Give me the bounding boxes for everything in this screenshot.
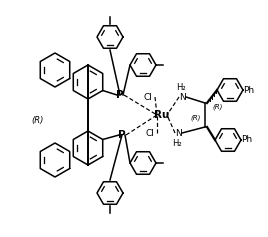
Text: P: P bbox=[116, 90, 124, 100]
Text: H₂: H₂ bbox=[172, 138, 182, 147]
Text: Ru: Ru bbox=[154, 110, 170, 120]
Text: (R): (R) bbox=[191, 115, 201, 121]
Text: Cl: Cl bbox=[146, 128, 154, 137]
Text: N: N bbox=[175, 128, 181, 137]
Text: Ph: Ph bbox=[241, 136, 252, 145]
Text: (R): (R) bbox=[32, 115, 44, 124]
Text: N: N bbox=[179, 92, 185, 101]
Text: P: P bbox=[118, 130, 126, 140]
Text: Ph: Ph bbox=[243, 86, 255, 95]
Text: Cl: Cl bbox=[144, 92, 152, 101]
Text: H₂: H₂ bbox=[176, 82, 186, 91]
Text: (R): (R) bbox=[213, 104, 223, 110]
